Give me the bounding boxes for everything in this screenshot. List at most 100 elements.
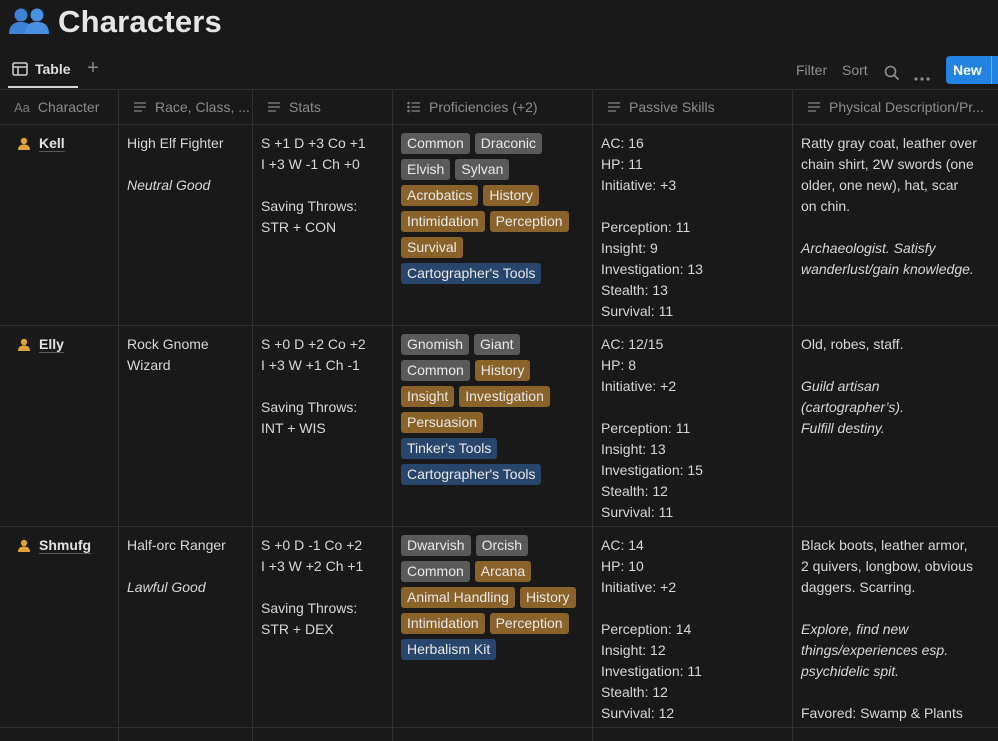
passive-skill-line: Perception: 14 [601, 621, 692, 637]
passive-skills-cell[interactable]: AC: 14 HP: 10 Initiative: +2 Perception: 14… [593, 527, 793, 727]
column-header-proficiencies[interactable]: Proficiencies (+2) [393, 90, 593, 124]
description-line: 2 quivers, longbow, obvious [801, 558, 973, 574]
passive-skills-cell[interactable]: AC: 12/15 HP: 8 Initiative: +2 Perception: … [593, 326, 793, 526]
proficiency-tag[interactable]: Cartographer's Tools [401, 263, 542, 284]
page-header: Characters [8, 2, 222, 42]
description-cell[interactable] [793, 728, 998, 741]
proficiency-tag[interactable]: Intimidation [401, 211, 485, 232]
passive-skill-line: HP: 10 [601, 558, 644, 574]
tag-list: Gnomish Giant Common History Insight Investig… [401, 334, 584, 485]
proficiency-tag[interactable]: Persuasion [401, 412, 484, 433]
stats-cell[interactable] [253, 728, 393, 741]
proficiency-tag[interactable]: Perception [489, 211, 569, 232]
tab-table[interactable]: Table [8, 53, 75, 85]
proficiency-tag[interactable]: Tinker's Tools [401, 438, 498, 459]
proficiency-tag[interactable]: Perception [489, 613, 569, 634]
proficiency-tag[interactable]: Giant [474, 334, 520, 355]
table-row: Elly Rock Gnome Wizard S +0 D +2 Co +2 I… [0, 326, 998, 527]
stats-line: I +3 W +2 Ch +1 [261, 558, 364, 574]
multi-select-property-icon [407, 101, 420, 113]
proficiency-tag[interactable]: Arcana [474, 561, 532, 582]
description-line: daggers. Scarring. [801, 579, 916, 595]
proficiencies-cell[interactable]: Dwarvish Orcish Common Arcana Animal Handlin… [393, 527, 593, 727]
race-class-text: Wizard [127, 357, 171, 373]
description-cell[interactable]: Black boots, leather armor, 2 quivers, lo… [793, 527, 998, 727]
new-button[interactable]: New [946, 56, 998, 84]
spacer [801, 355, 998, 376]
character-cell[interactable]: Shmufg [0, 527, 119, 727]
saving-throws-value: STR + DEX [261, 621, 334, 637]
proficiencies-cell[interactable]: Common Draconic Elvish Sylvan Acrobatics Hist… [393, 125, 593, 325]
race-class-text: Half-orc Ranger [127, 537, 226, 553]
passive-skill-line: Perception: 11 [601, 420, 691, 436]
add-view-button[interactable]: + [87, 57, 99, 79]
column-header-stats[interactable]: Stats [253, 90, 393, 124]
proficiency-tag[interactable]: Investigation [459, 386, 550, 407]
proficiency-tag[interactable]: Common [401, 360, 470, 381]
proficiency-tag[interactable]: History [519, 587, 576, 608]
proficiency-tag[interactable]: Draconic [474, 133, 543, 154]
proficiency-tag[interactable]: Survival [401, 237, 463, 258]
stats-line: S +0 D +2 Co +2 [261, 336, 366, 352]
race-class-cell[interactable] [119, 728, 253, 741]
more-options-icon[interactable] [914, 68, 930, 90]
proficiency-tag[interactable]: Herbalism Kit [401, 639, 497, 660]
proficiencies-cell[interactable]: Gnomish Giant Common History Insight Investig… [393, 326, 593, 526]
passive-skill-line: Initiative: +2 [601, 378, 677, 394]
spacer [261, 376, 384, 397]
character-cell[interactable] [0, 728, 119, 741]
passive-skills-cell[interactable]: AC: 16 HP: 11 Initiative: +3 Perception: 11… [593, 125, 793, 325]
proficiency-tag[interactable]: Animal Handling [401, 587, 515, 608]
new-dropdown-button[interactable] [991, 56, 998, 84]
description-cell[interactable]: Ratty gray coat, leather over chain shirt… [793, 125, 998, 325]
proficiency-tag[interactable]: Dwarvish [401, 535, 471, 556]
race-class-cell[interactable]: Rock Gnome Wizard [119, 326, 253, 526]
passive-skill-line: Initiative: +2 [601, 579, 677, 595]
proficiency-tag[interactable]: Gnomish [401, 334, 470, 355]
proficiency-tag[interactable]: Sylvan [455, 159, 510, 180]
column-header-race-class[interactable]: Race, Class, ... [119, 90, 253, 124]
description-cell[interactable]: Old, robes, staff. Guild artisan (cartogra… [793, 326, 998, 526]
passive-skill-line: AC: 16 [601, 135, 644, 151]
tab-label: Table [35, 61, 71, 77]
filter-button[interactable]: Filter [796, 62, 828, 78]
stats-cell[interactable]: S +0 D +2 Co +2 I +3 W +1 Ch -1 Saving T… [253, 326, 393, 526]
sort-button[interactable]: Sort [842, 62, 868, 78]
proficiency-tag[interactable]: Intimidation [401, 613, 485, 634]
passive-skill-line: Initiative: +3 [601, 177, 677, 193]
stats-cell[interactable]: S +1 D +3 Co +1 I +3 W -1 Ch +0 Saving T… [253, 125, 393, 325]
proficiency-tag[interactable]: Elvish [401, 159, 451, 180]
column-header-physical-description[interactable]: Physical Description/Pr... [793, 90, 998, 124]
proficiency-tag[interactable]: Acrobatics [401, 185, 479, 206]
person-icon [18, 338, 30, 351]
race-class-cell[interactable]: High Elf Fighter Neutral Good [119, 125, 253, 325]
character-cell[interactable]: Elly [0, 326, 119, 526]
stats-line: I +3 W -1 Ch +0 [261, 156, 360, 172]
proficiency-tag[interactable]: History [474, 360, 531, 381]
column-header-character[interactable]: Aa Character [0, 90, 119, 124]
column-label: Stats [289, 99, 321, 115]
character-cell[interactable]: Kell [0, 125, 119, 325]
passive-skill-line: Investigation: 15 [601, 462, 703, 478]
passive-skill-line: Stealth: 12 [601, 684, 668, 700]
proficiencies-cell[interactable] [393, 728, 593, 741]
spacer [801, 598, 998, 619]
search-icon[interactable] [884, 62, 900, 84]
race-class-cell[interactable]: Half-orc Ranger Lawful Good [119, 527, 253, 727]
character-name[interactable]: Kell [39, 135, 65, 151]
stats-cell[interactable]: S +0 D -1 Co +2 I +3 W +2 Ch +1 Saving T… [253, 527, 393, 727]
proficiency-tag[interactable]: Orcish [475, 535, 529, 556]
proficiency-tag[interactable]: Cartographer's Tools [401, 464, 542, 485]
description-line: Black boots, leather armor, [801, 537, 968, 553]
character-name[interactable]: Shmufg [39, 537, 92, 553]
column-header-passive-skills[interactable]: Passive Skills [593, 90, 793, 124]
saving-throws-label: Saving Throws: [261, 399, 358, 415]
proficiency-tag[interactable]: Insight [401, 386, 455, 407]
passive-skills-cell[interactable] [593, 728, 793, 741]
tag-list: Common Draconic Elvish Sylvan Acrobatics Hist… [401, 133, 584, 284]
proficiency-tag[interactable]: History [483, 185, 539, 206]
proficiency-tag[interactable]: Common [401, 561, 470, 582]
character-name[interactable]: Elly [39, 336, 64, 352]
proficiency-tag[interactable]: Common [401, 133, 470, 154]
motivation-line: Fulfill destiny. [801, 420, 885, 436]
